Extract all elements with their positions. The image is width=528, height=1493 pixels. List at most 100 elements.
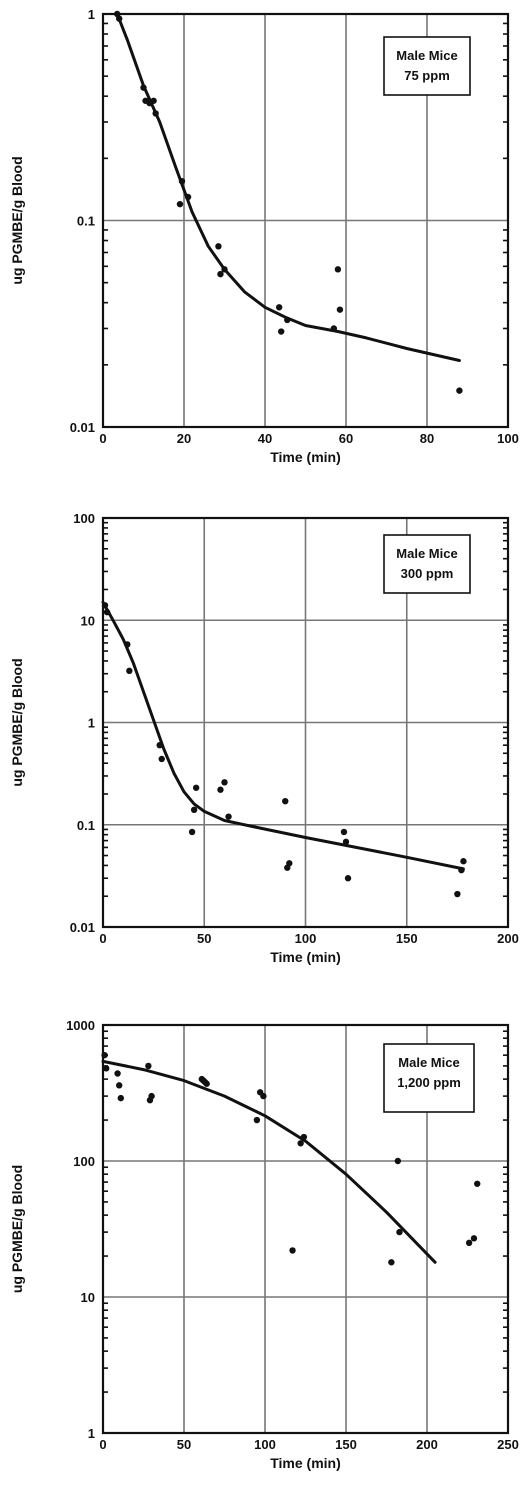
data-point (150, 97, 157, 104)
data-point (336, 306, 344, 313)
data-point (253, 1116, 261, 1124)
legend-text: 1,200 ppm (397, 1075, 461, 1090)
data-point (178, 177, 186, 185)
data-point (103, 608, 111, 616)
data-point (221, 266, 228, 273)
data-point (148, 1092, 155, 1100)
data-point (465, 1239, 473, 1247)
data-point (474, 1180, 481, 1187)
data-point (460, 858, 467, 865)
x-tick-label: 0 (99, 431, 106, 446)
y-tick-label: 10 (81, 613, 95, 628)
data-point (176, 200, 184, 208)
data-point (284, 316, 291, 324)
y-tick-label: 1 (88, 716, 95, 731)
y-tick-label: 1 (88, 1426, 95, 1441)
x-axis-title: Time (min) (270, 449, 341, 465)
legend-box (383, 1043, 475, 1113)
data-point (458, 866, 465, 874)
data-point (140, 84, 147, 91)
data-point (203, 1080, 210, 1087)
data-point (297, 1140, 304, 1147)
data-point (388, 1259, 395, 1266)
data-point (342, 838, 350, 846)
chart-panel-2: 0 50 100 150 200 0.01 0.1 1 10 100 Time (min) ug PG… (9, 511, 519, 965)
legend-box (383, 534, 471, 594)
legend-text: Male Mice (398, 1055, 459, 1070)
x-tick-label: 50 (177, 1437, 191, 1452)
x-tick-label: 150 (396, 931, 418, 946)
x-tick-label: 0 (99, 931, 106, 946)
y-tick-label: 1000 (66, 1018, 95, 1033)
x-tick-label: 60 (339, 431, 353, 446)
data-point (286, 860, 293, 867)
fit-curve (101, 1059, 437, 1264)
data-point (300, 1133, 308, 1141)
data-point (278, 328, 285, 335)
data-point (394, 1157, 402, 1165)
legend-text: Male Mice (396, 546, 457, 561)
data-point (456, 387, 463, 394)
x-tick-label: 80 (420, 431, 434, 446)
data-point (289, 1247, 296, 1254)
x-tick-label: 100 (497, 431, 519, 446)
data-point (225, 813, 232, 820)
legend-text: 75 ppm (404, 68, 450, 83)
data-point (145, 1062, 152, 1070)
plot-frame (101, 516, 510, 929)
data-point (215, 243, 222, 250)
x-axis-title: Time (min) (270, 1455, 341, 1471)
data-point (116, 1082, 123, 1089)
x-axis-title: Time (min) (270, 949, 341, 965)
x-tick-label: 100 (295, 931, 317, 946)
y-tick-label: 0.01 (70, 420, 95, 435)
x-tick-label: 200 (416, 1437, 438, 1452)
x-tick-label: 100 (254, 1437, 276, 1452)
x-tick-label: 250 (497, 1437, 519, 1452)
x-tick-label: 200 (497, 931, 519, 946)
data-point (184, 193, 192, 201)
chart-panel-3: 0 50 100 150 200 250 1 10 100 1000 Time (min) ug PG… (9, 1018, 519, 1471)
data-point (101, 602, 109, 609)
data-point (124, 641, 131, 648)
data-point (221, 779, 228, 786)
data-point (454, 890, 461, 898)
data-point (126, 667, 133, 675)
x-tick-label: 40 (258, 431, 272, 446)
data-point (192, 784, 200, 791)
legend-text: 300 ppm (401, 566, 454, 581)
data-point (470, 1235, 478, 1242)
plot-frame (101, 1023, 510, 1435)
data-point (396, 1228, 403, 1236)
data-point (190, 806, 198, 814)
data-point (340, 828, 348, 836)
data-point (156, 741, 163, 749)
x-tick-label: 50 (197, 931, 211, 946)
legend-box (383, 36, 471, 96)
data-point (158, 755, 165, 763)
data-point (101, 1051, 108, 1059)
data-point (217, 270, 224, 278)
data-point (275, 304, 283, 311)
y-tick-label: 1 (88, 7, 95, 22)
data-point (114, 1070, 121, 1077)
data-point (116, 15, 123, 22)
data-point (188, 828, 196, 836)
chart-panel-1: 0 20 40 60 80 100 0.01 0.1 1 Time (min) ug PGMBE/g… (9, 7, 519, 465)
data-point (334, 266, 342, 273)
y-tick-label: 100 (73, 1154, 95, 1169)
y-tick-label: 0.1 (77, 818, 95, 833)
x-tick-label: 20 (177, 431, 191, 446)
x-tick-label: 0 (99, 1437, 106, 1452)
data-point (282, 797, 289, 805)
fit-curve (101, 600, 465, 871)
x-tick-label: 150 (335, 1437, 357, 1452)
data-point (344, 875, 352, 882)
y-tick-label: 0.01 (70, 920, 95, 935)
plot-frame (101, 12, 510, 429)
y-tick-label: 0.1 (77, 214, 95, 229)
y-axis-title: ug PGMBE/g Blood (9, 1165, 25, 1293)
y-axis-title: ug PGMBE/g Blood (9, 658, 25, 786)
